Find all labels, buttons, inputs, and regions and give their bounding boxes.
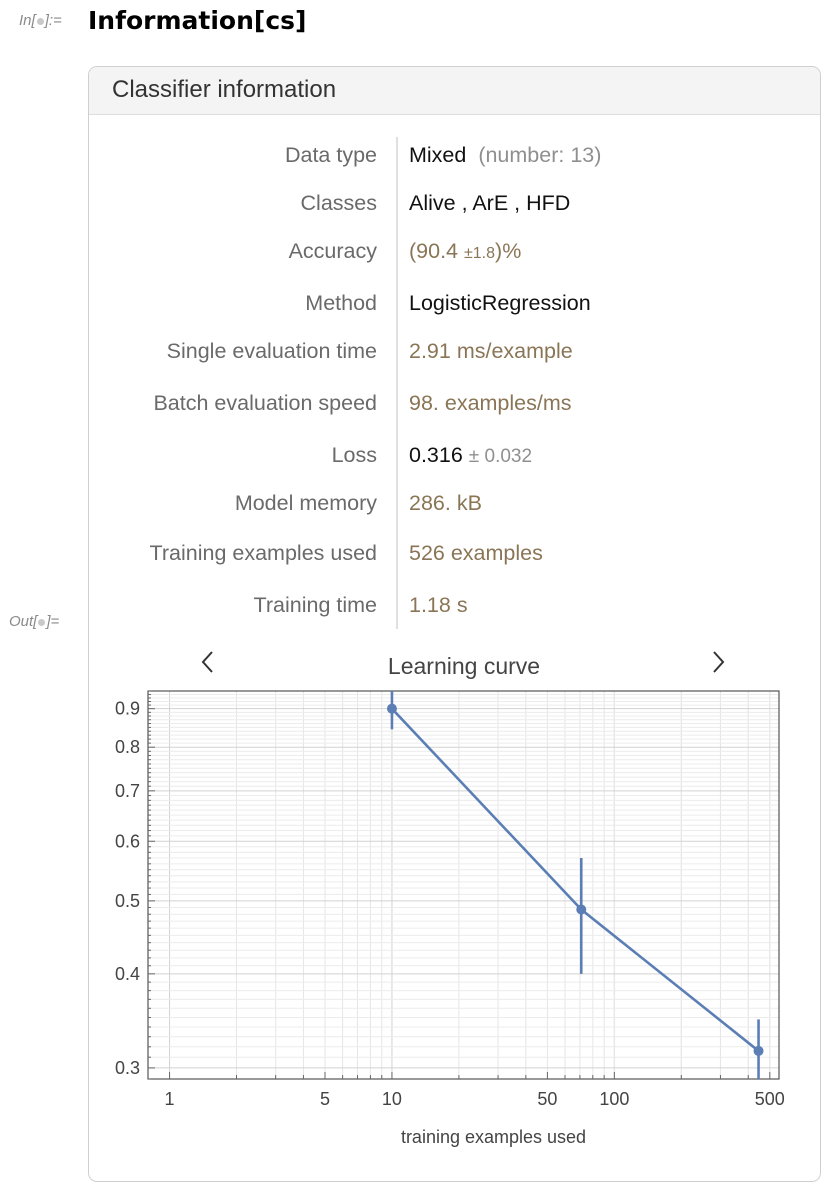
column-divider [396,137,398,629]
row-key: Loss [331,443,377,467]
row-key: Method [305,291,377,315]
row-value: LogisticRegression [409,291,591,315]
cell-number-placeholder-icon [38,618,46,626]
row-key: Classes [300,191,377,215]
row-accuracy: Accuracy (90.4 ±1.8)% [89,231,820,271]
x-tick-label: 100 [599,1089,629,1109]
row-value: 1.18 s [409,593,468,617]
row-value: 2.91 ms/example [409,339,573,363]
x-tick-label: 1 [165,1089,175,1109]
x-tick-label: 10 [382,1089,402,1109]
x-tick-label: 500 [755,1089,785,1109]
cell-number-placeholder-icon [36,17,44,25]
row-key: Data type [284,143,377,167]
row-training-time: Training time 1.18 s [89,585,820,625]
row-classes: Classes Alive , ArE , HFD [89,183,820,223]
row-training-examples-used: Training examples used 526 examples [89,533,820,573]
y-tick-label: 0.8 [115,737,140,757]
row-value: (90.4 ±1.8)% [409,239,522,263]
row-loss: Loss 0.316 ± 0.032 [89,435,820,475]
x-axis-label: training examples used [401,1127,586,1147]
row-single-evaluation-time: Single evaluation time 2.91 ms/example [89,331,820,371]
y-tick-label: 0.3 [115,1058,140,1078]
chart-previous-arrow-icon[interactable] [199,649,217,682]
input-code[interactable]: Information[cs] [88,6,307,35]
row-value: 98. examples/ms [409,391,572,415]
y-tick-label: 0.5 [115,891,140,911]
data-point [576,904,587,915]
row-value: 526 examples [409,541,543,565]
learning-curve-chart: 1 5 10 50 100 500 0.3 0.4 0.5 0.6 0.7 0.8 0.9 traini… [115,690,785,1147]
row-key: Batch evaluation speed [153,391,377,415]
row-key: Single evaluation time [166,339,377,363]
row-key: Training time [253,593,377,617]
row-key: Model memory [234,491,377,515]
row-key: Training examples used [149,541,377,565]
y-tick-label: 0.7 [115,781,140,801]
row-value: 0.316 ± 0.032 [409,443,533,467]
x-tick-label: 5 [320,1089,330,1109]
row-model-memory: Model memory 286. kB [89,483,820,523]
chart-series [386,691,764,1079]
chart-next-arrow-icon[interactable] [709,649,727,682]
row-method: Method LogisticRegression [89,283,820,323]
y-tick-label: 0.9 [115,699,140,719]
data-point [386,703,397,714]
panel-title: Classifier information [89,67,820,115]
row-key: Accuracy [288,239,377,263]
row-value: 286. kB [409,491,482,515]
row-data-type: Data type Mixed (number: 13) [89,135,820,175]
chart-grid [148,690,779,1080]
output-prompt-label: Out[]= [9,613,60,630]
chart-title: Learning curve [387,653,541,679]
data-point [753,1045,764,1056]
plot-frame [147,690,780,1080]
y-tick-label: 0.4 [115,964,140,984]
row-batch-evaluation-speed: Batch evaluation speed 98. examples/ms [89,383,820,423]
chart-axes: 1 5 10 50 100 500 0.3 0.4 0.5 0.6 0.7 0.8 0.9 [115,690,785,1109]
x-tick-label: 50 [537,1089,557,1109]
input-prompt-label: In[]=]:= [19,12,62,29]
y-tick-label: 0.6 [115,831,140,851]
row-value: Mixed (number: 13) [409,143,602,167]
row-value: Alive , ArE , HFD [409,191,571,215]
classifier-information-panel: Classifier information Data type Mixed (… [88,66,821,1182]
